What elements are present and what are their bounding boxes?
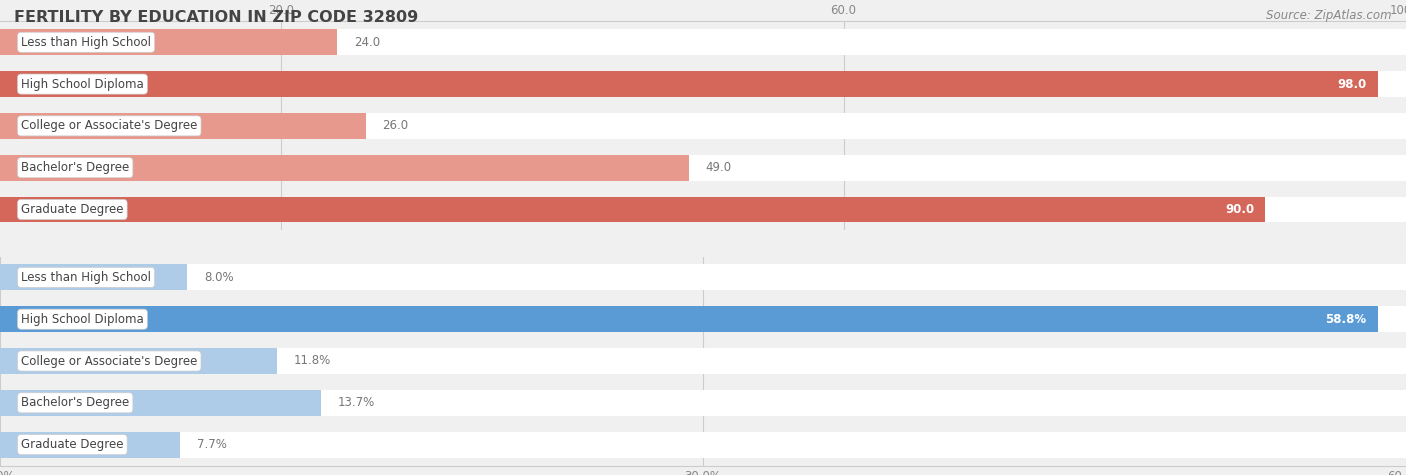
Bar (0, 390, 321, 416)
Text: High School Diploma: High School Diploma (21, 77, 143, 91)
Text: 11.8%: 11.8% (294, 354, 330, 368)
Bar (0, 348, 1406, 374)
Text: Source: ZipAtlas.com: Source: ZipAtlas.com (1267, 10, 1392, 22)
Bar (0, 432, 180, 457)
Bar (0, 432, 1406, 457)
Bar (0, 71, 1378, 97)
Text: Less than High School: Less than High School (21, 36, 150, 49)
Text: 26.0: 26.0 (382, 119, 409, 133)
Text: FERTILITY BY EDUCATION IN ZIP CODE 32809: FERTILITY BY EDUCATION IN ZIP CODE 32809 (14, 10, 419, 25)
Text: 24.0: 24.0 (354, 36, 381, 49)
Text: 98.0: 98.0 (1337, 77, 1367, 91)
Bar (0, 113, 366, 139)
Bar (0, 265, 1406, 290)
Text: 13.7%: 13.7% (337, 396, 375, 409)
Bar (0, 197, 1265, 222)
Text: Bachelor's Degree: Bachelor's Degree (21, 396, 129, 409)
Text: 8.0%: 8.0% (204, 271, 233, 284)
Bar (0, 197, 1406, 222)
Text: Graduate Degree: Graduate Degree (21, 438, 124, 451)
Bar (0, 29, 1406, 55)
Text: College or Associate's Degree: College or Associate's Degree (21, 354, 197, 368)
Text: Graduate Degree: Graduate Degree (21, 203, 124, 216)
Bar (0, 390, 1406, 416)
Bar (0, 306, 1406, 332)
Bar (0, 155, 1406, 180)
Text: 58.8%: 58.8% (1326, 313, 1367, 326)
Bar (0, 113, 1406, 139)
Bar (0, 348, 277, 374)
Text: Bachelor's Degree: Bachelor's Degree (21, 161, 129, 174)
Bar (0, 306, 1378, 332)
Bar (0, 71, 1406, 97)
Text: High School Diploma: High School Diploma (21, 313, 143, 326)
Text: 90.0: 90.0 (1225, 203, 1254, 216)
Text: Less than High School: Less than High School (21, 271, 150, 284)
Text: College or Associate's Degree: College or Associate's Degree (21, 119, 197, 133)
Bar (0, 155, 689, 180)
Bar (0, 265, 187, 290)
Text: 49.0: 49.0 (706, 161, 733, 174)
Text: 7.7%: 7.7% (197, 438, 228, 451)
Bar (0, 29, 337, 55)
